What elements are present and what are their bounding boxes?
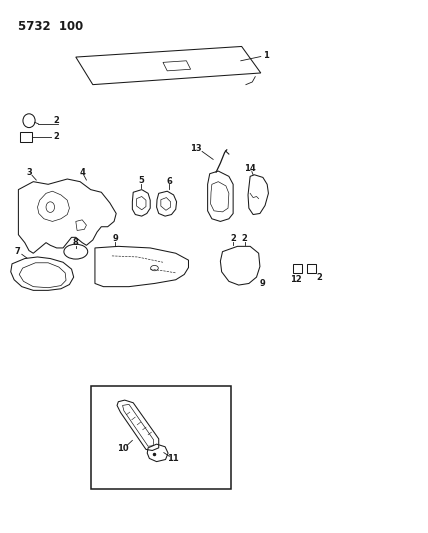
Text: 9: 9 [113,235,118,244]
Text: 2: 2 [53,116,59,125]
Text: 4: 4 [79,167,85,176]
Text: 5: 5 [138,176,144,185]
Text: 7: 7 [15,247,21,256]
Text: 13: 13 [190,144,202,154]
Text: 14: 14 [244,164,256,173]
Text: 12: 12 [290,274,301,284]
Text: 2: 2 [317,273,322,282]
Text: 2: 2 [53,132,59,141]
Text: 2: 2 [242,234,247,243]
Text: 1: 1 [263,51,269,60]
Text: 10: 10 [117,444,129,453]
Text: 2: 2 [230,234,236,243]
Text: 5732  100: 5732 100 [18,20,83,33]
Text: 8: 8 [73,238,79,247]
Text: 11: 11 [167,455,178,464]
Text: 9: 9 [260,279,266,288]
Text: 3: 3 [26,167,32,176]
Text: 6: 6 [166,176,172,185]
